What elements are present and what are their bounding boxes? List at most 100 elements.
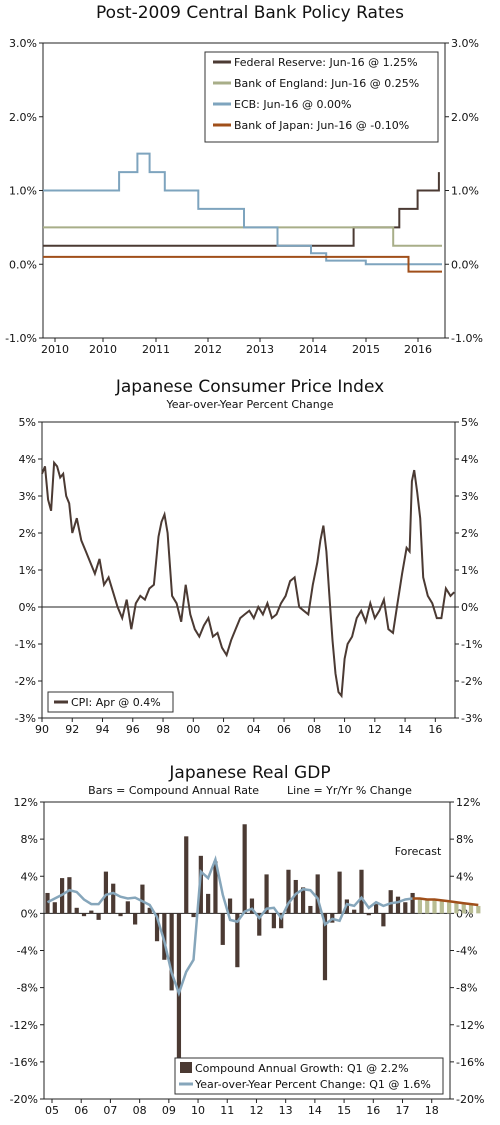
gdp-bar bbox=[191, 913, 196, 918]
series-line bbox=[43, 226, 442, 247]
y-tick-label-left: 0% bbox=[21, 907, 38, 920]
gdp-bar bbox=[213, 861, 218, 914]
legend-box bbox=[174, 1057, 444, 1095]
x-tick-label: 10 bbox=[191, 1104, 205, 1117]
x-tick-label: 15 bbox=[337, 1104, 351, 1117]
gdp-forecast-bar bbox=[454, 903, 459, 914]
gdp-bar bbox=[381, 913, 386, 927]
y-tick-label-left: 5% bbox=[19, 416, 36, 429]
gdp-forecast-bar bbox=[468, 905, 474, 914]
y-tick-label-right: 1% bbox=[461, 564, 478, 577]
chart-subtitle: Year-over-Year Percent Change bbox=[165, 398, 333, 411]
y-tick-label-right: 5% bbox=[461, 416, 478, 429]
x-tick-label: 06 bbox=[277, 723, 291, 736]
chart-subtitle: Bars = Compound Annual Rate Line = Yr/Yr… bbox=[88, 784, 412, 797]
gdp-bar bbox=[286, 869, 291, 914]
x-tick-label: 07 bbox=[103, 1104, 117, 1117]
gdp-bar bbox=[300, 887, 306, 914]
x-tick-label: 2014 bbox=[299, 343, 327, 356]
gdp-bar bbox=[140, 884, 145, 914]
gdp-bar bbox=[89, 910, 94, 914]
gdp-forecast-bar bbox=[439, 901, 444, 914]
x-tick-label: 92 bbox=[65, 723, 79, 736]
y-tick-label-left: 1.0% bbox=[9, 185, 37, 198]
gdp-bar bbox=[366, 913, 371, 916]
x-tick-label: 16 bbox=[428, 723, 442, 736]
x-tick-label: 2013 bbox=[246, 343, 274, 356]
gdp-bar bbox=[118, 913, 123, 917]
gdp-bar bbox=[67, 877, 72, 914]
gdp-bar bbox=[293, 879, 298, 914]
x-tick-label: 2012 bbox=[194, 343, 222, 356]
gdp-bar bbox=[395, 896, 401, 914]
y-tick-label-left: 0.0% bbox=[9, 258, 37, 271]
x-tick-label: 94 bbox=[96, 723, 110, 736]
y-tick-label-right: 8% bbox=[456, 833, 473, 846]
y-tick-label-left: 4% bbox=[21, 870, 38, 883]
y-tick-label-left: 3% bbox=[19, 490, 36, 503]
yoy-forecast-line bbox=[412, 897, 479, 907]
gdp-bar bbox=[227, 898, 233, 914]
cpi-chart: Japanese Consumer Price Index Year-over-… bbox=[15, 377, 483, 736]
legend-swatch-bar bbox=[180, 1062, 192, 1073]
y-tick-label-right: -8% bbox=[456, 982, 477, 995]
x-tick-label: 2015 bbox=[352, 343, 380, 356]
series-line bbox=[43, 152, 442, 266]
legend-label: CPI: Apr @ 0.4% bbox=[71, 696, 161, 709]
x-tick-label: 04 bbox=[247, 723, 261, 736]
gdp-bar bbox=[52, 902, 57, 914]
series-line bbox=[43, 255, 442, 273]
y-tick-label-right: -1% bbox=[461, 638, 482, 651]
plot-frame bbox=[43, 801, 451, 1100]
gdp-bar bbox=[264, 874, 269, 914]
yoy-line bbox=[46, 855, 413, 997]
gdp-bar bbox=[403, 902, 408, 914]
y-tick-label-right: 1.0% bbox=[451, 185, 479, 198]
gdp-bar bbox=[96, 913, 101, 920]
legend-label: Year-over-Year Percent Change: Q1 @ 1.6% bbox=[194, 1078, 431, 1091]
series-line bbox=[43, 172, 440, 247]
policy-rates-chart-panel: Post-2009 Central Bank Policy Rates 3.0%… bbox=[0, 0, 500, 360]
x-tick-label: 12 bbox=[249, 1104, 263, 1117]
y-tick-label-left: 8% bbox=[21, 833, 38, 846]
gdp-bar bbox=[81, 913, 87, 917]
gdp-bar bbox=[125, 901, 130, 914]
gdp-bar bbox=[337, 871, 342, 914]
y-tick-label-right: 12% bbox=[456, 796, 480, 809]
policy-rates-chart: Post-2009 Central Bank Policy Rates 3.0%… bbox=[5, 3, 483, 356]
y-tick-label-left: 12% bbox=[14, 796, 38, 809]
y-tick-label-right: 3.0% bbox=[451, 37, 479, 50]
legend-label: Bank of England: Jun-16 @ 0.25% bbox=[234, 77, 419, 90]
y-tick-label-right: 4% bbox=[461, 453, 478, 466]
legend-label: Compound Annual Growth: Q1 @ 2.2% bbox=[195, 1062, 409, 1075]
y-tick-label-left: -20% bbox=[10, 1093, 38, 1106]
gdp-bar bbox=[249, 898, 255, 914]
gdp-bar bbox=[154, 913, 160, 942]
gdp-bar bbox=[257, 913, 262, 936]
gdp-bar bbox=[388, 890, 393, 914]
x-tick-label: 11 bbox=[220, 1104, 234, 1117]
cpi-chart-panel: Japanese Consumer Price Index Year-over-… bbox=[0, 372, 500, 750]
y-tick-label-left: 2% bbox=[19, 527, 36, 540]
x-tick-label: 00 bbox=[186, 723, 200, 736]
x-tick-label: 18 bbox=[425, 1104, 439, 1117]
gdp-forecast-bar bbox=[425, 899, 430, 914]
gdp-bar bbox=[206, 893, 211, 914]
x-tick-label: 12 bbox=[368, 723, 382, 736]
y-tick-label-right: 4% bbox=[456, 870, 473, 883]
y-tick-label-left: 1% bbox=[19, 564, 36, 577]
y-tick-label-right: 2.0% bbox=[451, 111, 479, 124]
x-tick-label: 2010 bbox=[89, 343, 117, 356]
legend-label: ECB: Jun-16 @ 0.00% bbox=[234, 98, 351, 111]
y-tick-label-right: -4% bbox=[456, 945, 477, 958]
chart-title: Japanese Consumer Price Index bbox=[115, 377, 384, 397]
x-tick-label: 17 bbox=[396, 1104, 410, 1117]
y-tick-label-right: 2% bbox=[461, 527, 478, 540]
gdp-bar bbox=[147, 907, 152, 914]
gdp-bar bbox=[373, 904, 379, 914]
y-tick-label-left: 4% bbox=[19, 453, 36, 466]
cpi-series-line bbox=[41, 460, 455, 699]
gdp-bar bbox=[242, 824, 247, 914]
gdp-bar bbox=[45, 892, 50, 914]
gdp-bar bbox=[308, 905, 313, 914]
